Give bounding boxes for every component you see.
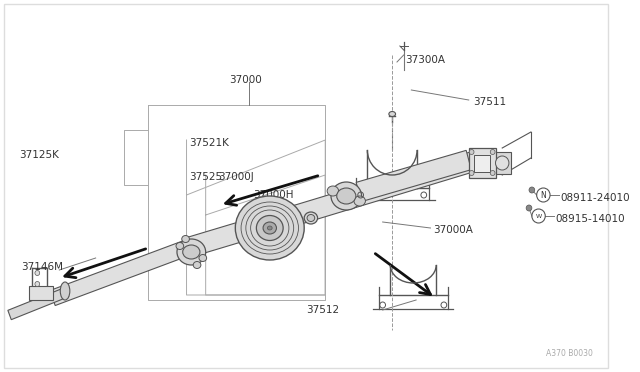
Circle shape: [35, 282, 40, 286]
Polygon shape: [184, 205, 299, 258]
Text: 08911-24010: 08911-24010: [561, 193, 630, 203]
Text: 37000: 37000: [230, 75, 262, 85]
Circle shape: [469, 150, 474, 154]
Ellipse shape: [268, 226, 272, 230]
Ellipse shape: [263, 222, 276, 234]
Text: 37521K: 37521K: [189, 138, 229, 148]
Text: 08915-14010: 08915-14010: [556, 214, 625, 224]
Bar: [468, 148, 495, 178]
Ellipse shape: [177, 239, 205, 265]
Ellipse shape: [199, 254, 207, 262]
Circle shape: [529, 187, 535, 193]
Ellipse shape: [182, 235, 189, 243]
Circle shape: [469, 170, 474, 176]
Ellipse shape: [60, 282, 70, 300]
Text: 37511: 37511: [474, 97, 507, 107]
Polygon shape: [356, 150, 471, 202]
Ellipse shape: [307, 215, 315, 221]
Text: 37300A: 37300A: [406, 55, 445, 65]
Polygon shape: [8, 287, 68, 320]
Text: W: W: [536, 214, 541, 218]
Circle shape: [490, 150, 495, 154]
Text: 37000H: 37000H: [253, 190, 294, 200]
Circle shape: [35, 270, 40, 276]
Circle shape: [526, 205, 532, 211]
Text: 37525: 37525: [189, 172, 223, 182]
Ellipse shape: [354, 196, 365, 206]
Ellipse shape: [257, 215, 283, 241]
Text: 37512: 37512: [306, 305, 339, 315]
Circle shape: [490, 170, 495, 176]
Ellipse shape: [389, 112, 396, 116]
Text: 37146M: 37146M: [21, 262, 63, 272]
Ellipse shape: [182, 245, 200, 259]
Ellipse shape: [337, 188, 356, 204]
Text: A370 B0030: A370 B0030: [546, 349, 593, 358]
Bar: [29, 286, 52, 300]
Ellipse shape: [327, 186, 339, 196]
Text: 37125K: 37125K: [19, 150, 59, 160]
Text: 37000J: 37000J: [218, 172, 254, 182]
Bar: [493, 152, 511, 174]
Ellipse shape: [193, 262, 201, 269]
Ellipse shape: [236, 196, 304, 260]
Ellipse shape: [304, 212, 317, 224]
Bar: [474, 155, 490, 172]
Ellipse shape: [331, 182, 362, 210]
Text: 37000A: 37000A: [433, 225, 473, 235]
Ellipse shape: [495, 156, 509, 170]
Text: N: N: [540, 190, 546, 199]
Polygon shape: [294, 150, 481, 225]
Polygon shape: [50, 240, 189, 305]
Ellipse shape: [176, 243, 184, 250]
